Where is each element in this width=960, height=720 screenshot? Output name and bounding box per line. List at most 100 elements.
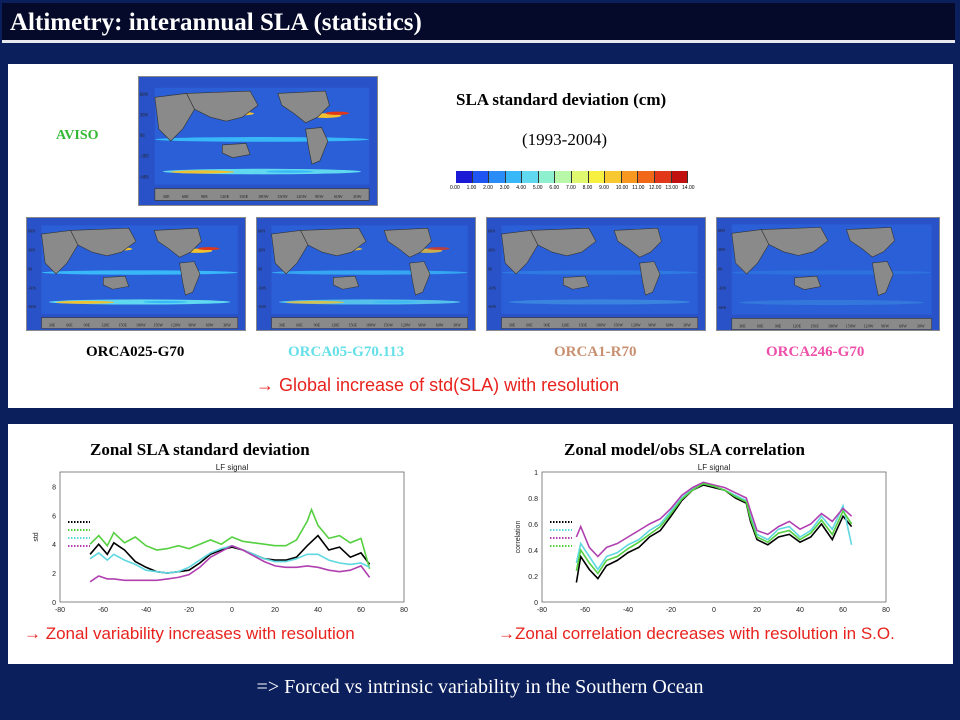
colorbar-swatch [505, 171, 523, 183]
lat-tick: 30N [488, 247, 496, 252]
colorbar-tick: 8.00 [582, 185, 593, 191]
map-canvas: 60N 30N 0S -30S -60S 30E 60E 90E 120E 150E 180W 150… [140, 87, 370, 201]
lon-tick: 120E [331, 322, 340, 327]
colorbar-tick: 3.00 [499, 185, 510, 191]
colorbar-tick: 6.00 [549, 185, 560, 191]
lon-tick: 150E [119, 322, 128, 327]
sla-hotspot [286, 300, 345, 304]
sla-hotspot [143, 300, 187, 304]
lon-tick: 120E [561, 322, 570, 327]
right-conclusion: →Zonal correlation decreases with resolu… [498, 624, 895, 643]
x-tick-label: 40 [314, 607, 322, 614]
lon-tick: 60W [334, 194, 343, 199]
x-tick-label: -20 [666, 607, 676, 614]
lon-tick: 30E [49, 322, 56, 327]
lon-tick: 150E [349, 322, 358, 327]
sla-hotspot [501, 270, 698, 275]
sla-hotspot [41, 270, 238, 275]
lon-tick: 120W [631, 322, 641, 327]
lon-tick: 150W [846, 323, 856, 328]
lon-tick: 180W [828, 323, 838, 328]
colorbar-swatch [522, 171, 539, 183]
series-line [89, 544, 371, 583]
footer-conclusion: => Forced vs intrinsic variability in th… [256, 676, 704, 698]
x-tick-label: -20 [184, 607, 194, 614]
lat-tick: 30N [140, 113, 149, 118]
land [153, 227, 202, 258]
slide-title: Altimetry: interannual SLA (statistics) [10, 9, 422, 36]
lon-tick: 60E [757, 323, 764, 328]
y-tick-label: 2 [52, 571, 56, 578]
lon-tick: 60W [206, 322, 214, 327]
x-tick-label: 0 [712, 607, 716, 614]
lon-tick: 30E [279, 322, 286, 327]
x-tick-label: 60 [839, 607, 847, 614]
lon-tick: 90W [881, 323, 889, 328]
colorbar-tick: 13.00 [665, 185, 678, 191]
lon-tick: 150W [153, 322, 163, 327]
colorbar-swatch [671, 171, 689, 183]
lat-tick: 60N [140, 93, 149, 98]
colorbar-swatch [588, 171, 606, 183]
lon-tick: 150E [579, 322, 588, 327]
lat-tick: -60S [140, 175, 149, 180]
land [271, 317, 469, 329]
land [731, 318, 932, 330]
lon-tick: 120E [101, 322, 110, 327]
sla-hotspot [170, 170, 235, 174]
colorbar-tick: 9.00 [599, 185, 609, 191]
colorbar-ticks: 0.00 1.00 2.00 3.00 4.00 5.00 6.00 7.00 8.00 9.00… [450, 185, 702, 195]
model-label-orca05: ORCA05-G70.113 [288, 344, 405, 360]
lon-tick: 150W [277, 194, 289, 199]
lat-tick: -60S [488, 304, 497, 309]
lat-tick: 0S [718, 266, 723, 271]
sla-hotspot [427, 247, 450, 251]
lon-tick: 150E [239, 194, 249, 199]
lon-tick: 90E [314, 322, 321, 327]
resolution-conclusion: → Global increase of std(SLA) with resol… [256, 375, 620, 395]
x-tick-label: -60 [98, 607, 108, 614]
land [305, 127, 329, 165]
lon-tick: 30W [223, 322, 231, 327]
lat-tick: -30S [258, 285, 267, 290]
colorbar-tick: 7.00 [566, 185, 576, 191]
orca025-map: 60N 30N 0S -30S -60S 30E 60E 90E 120E 150E 180W 150… [26, 217, 246, 331]
x-tick-label: -80 [537, 607, 547, 614]
colorbar-swatch [654, 171, 672, 183]
x-tick-label: 20 [271, 607, 279, 614]
y-tick-label: 0.4 [528, 548, 538, 555]
map-canvas: 60N 30N 0S -30S -60S 30E 60E 90E 120E 150E 180W 150… [28, 225, 239, 329]
colorbar-tick: 11.00 [632, 185, 645, 191]
x-tick-label: 20 [753, 607, 761, 614]
land [186, 90, 259, 122]
y-axis-label: correlation [515, 521, 522, 554]
map-canvas: 60N 30N 0S -30S -60S 30E 60E 90E 120E 150E 180W 150… [488, 225, 699, 329]
series-line [575, 481, 853, 558]
lat-tick: 60N [718, 228, 726, 233]
x-tick-label: 60 [357, 607, 365, 614]
lon-tick: 90W [418, 322, 426, 327]
land [103, 275, 130, 290]
y-tick-label: 0 [534, 600, 538, 607]
x-tick-label: 40 [796, 607, 804, 614]
series-line [89, 507, 371, 570]
y-tick-label: 4 [52, 542, 56, 549]
land [563, 275, 590, 290]
y-tick-label: 0.8 [528, 496, 538, 503]
plot-frame [541, 471, 887, 603]
colorbar-swatch [472, 171, 490, 183]
land [300, 227, 367, 257]
y-tick-label: 6 [52, 513, 56, 520]
x-tick-label: -60 [580, 607, 590, 614]
land [639, 261, 661, 296]
y-tick-label: 8 [52, 484, 56, 491]
sla-hotspot [739, 299, 925, 306]
lat-tick: -30S [488, 285, 497, 290]
sla-hotspot [325, 111, 350, 115]
land [221, 143, 251, 158]
lon-tick: 180W [258, 194, 270, 199]
lon-tick: 60E [66, 322, 73, 327]
left-conclusion: → Zonal variability increases with resol… [24, 624, 355, 643]
y-tick-label: 1 [534, 470, 538, 477]
land [501, 317, 699, 329]
